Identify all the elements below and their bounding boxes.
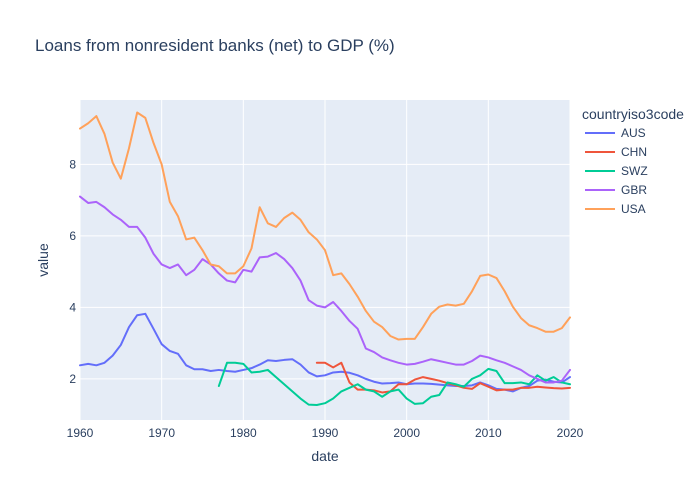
x-tick-label: 2010 bbox=[475, 426, 502, 440]
legend-item-swz[interactable]: SWZ bbox=[585, 164, 648, 178]
series-line-gbr bbox=[79, 195, 571, 384]
legend-label: CHN bbox=[621, 145, 647, 159]
series-line-usa bbox=[79, 111, 571, 341]
x-axis-title: date bbox=[311, 448, 338, 464]
tick-labels: 1960 1970 1980 1990 2000 2010 2020 2 4 6 8 bbox=[67, 157, 584, 440]
x-tick-label: 1970 bbox=[148, 426, 175, 440]
y-tick-label: 4 bbox=[69, 300, 76, 314]
series-line-swz bbox=[217, 361, 571, 406]
legend-item-gbr[interactable]: GBR bbox=[585, 183, 647, 197]
x-tick-label: 1990 bbox=[312, 426, 339, 440]
legend-item-usa[interactable]: USA bbox=[585, 202, 646, 216]
legend-label: GBR bbox=[621, 183, 647, 197]
chart-title: Loans from nonresident banks (net) to GD… bbox=[35, 36, 395, 55]
y-axis-title: value bbox=[35, 243, 51, 277]
x-tick-label: 1960 bbox=[67, 426, 94, 440]
x-tick-label: 2020 bbox=[557, 426, 584, 440]
legend-label: USA bbox=[621, 202, 646, 216]
series-lines bbox=[79, 111, 571, 406]
legend-label: SWZ bbox=[621, 164, 648, 178]
series-line-chn bbox=[315, 361, 571, 394]
x-tick-label: 1980 bbox=[230, 426, 257, 440]
legend-label: AUS bbox=[621, 126, 646, 140]
legend: countryiso3code AUS CHN SWZ GBR USA bbox=[582, 106, 684, 216]
legend-item-chn[interactable]: CHN bbox=[585, 145, 647, 159]
y-tick-label: 8 bbox=[69, 157, 76, 171]
x-tick-label: 2000 bbox=[393, 426, 420, 440]
grid-lines bbox=[79, 100, 571, 420]
legend-item-aus[interactable]: AUS bbox=[585, 126, 646, 140]
y-tick-label: 2 bbox=[69, 372, 76, 386]
legend-title: countryiso3code bbox=[582, 106, 684, 122]
series-line-aus bbox=[79, 312, 571, 393]
y-tick-label: 6 bbox=[69, 229, 76, 243]
